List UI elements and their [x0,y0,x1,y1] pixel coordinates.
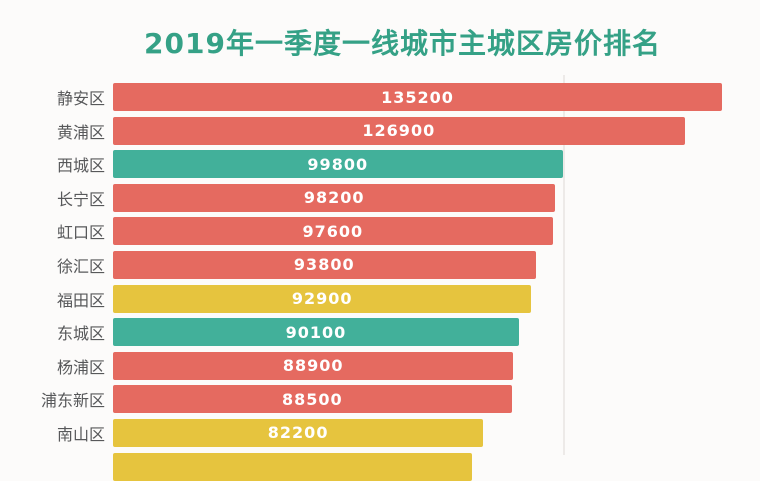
bar: 93800 [113,250,536,279]
bar-track: 126900 [113,116,722,145]
bar-chart-rows: 静安区 135200 黄浦区 126900 西城区 99800 长宁区 98200 虹口区 976… [0,83,760,481]
category-label: 南山区 [56,424,105,444]
bar-row: 杨浦区 88900 [0,351,760,380]
bar [113,452,473,481]
bar-value-label: 99800 [307,154,369,174]
category-label: 杨浦区 [56,357,105,377]
bar-track: 97600 [113,217,722,246]
bar-track [113,452,722,481]
bar-chart: 静安区 135200 黄浦区 126900 西城区 99800 长宁区 98200 虹口区 976… [0,75,760,481]
bar-value-label: 135200 [381,87,454,107]
category-label: 黄浦区 [56,122,105,142]
category-label: 虹口区 [56,223,105,243]
partial-bar-row [0,452,760,481]
bar-row: 长宁区 98200 [0,183,760,212]
bar-track: 82200 [113,418,722,447]
bar-row: 福田区 92900 [0,284,760,313]
bar-track: 135200 [113,83,722,111]
bar-value-label: 90100 [285,322,347,342]
bar-row: 南山区 82200 [0,418,760,447]
category-label: 西城区 [56,156,105,176]
bar-track: 92900 [113,284,722,313]
bar: 97600 [113,217,553,246]
bar-value-label: 98200 [303,188,365,208]
bar-row: 东城区 90100 [0,318,760,347]
bar-track: 93800 [113,250,722,279]
bar: 98200 [113,183,556,212]
category-label: 东城区 [56,324,105,344]
bar: 88500 [113,385,512,414]
category-label: 长宁区 [56,189,105,209]
bar-row: 虹口区 97600 [0,217,760,246]
bar-row: 静安区 135200 [0,83,760,111]
bar: 99800 [113,150,563,179]
bar: 92900 [113,284,532,313]
bar-value-label: 97600 [302,221,364,241]
category-label: 徐汇区 [56,256,105,276]
chart-title: 2019年一季度一线城市主城区房价排名 [144,27,661,60]
bar-value-label: 93800 [293,255,355,275]
category-label: 静安区 [56,89,105,108]
bar: 126900 [113,116,685,145]
bar-row: 黄浦区 126900 [0,116,760,145]
bar-value-label: 88900 [282,356,344,376]
bar-row: 徐汇区 93800 [0,250,760,279]
bar-value-label: 82200 [267,423,329,443]
bar-row: 浦东新区 88500 [0,385,760,414]
bar-track: 98200 [113,183,722,212]
bar-track: 88500 [113,385,722,414]
bar-track: 88900 [113,351,722,380]
category-label: 浦东新区 [40,391,105,411]
bar-value-label: 92900 [291,289,353,309]
bar-value-label: 126900 [362,121,436,141]
bar-track: 90100 [113,318,722,347]
bar-value-label: 88500 [281,389,343,409]
bar: 88900 [113,351,514,380]
bar-row: 西城区 99800 [0,150,760,179]
category-label: 福田区 [56,290,105,310]
vertical-gridline [563,75,566,455]
bar: 82200 [113,418,484,447]
bar: 135200 [113,83,722,111]
bar: 90100 [113,318,519,347]
bar-track: 99800 [113,150,722,179]
